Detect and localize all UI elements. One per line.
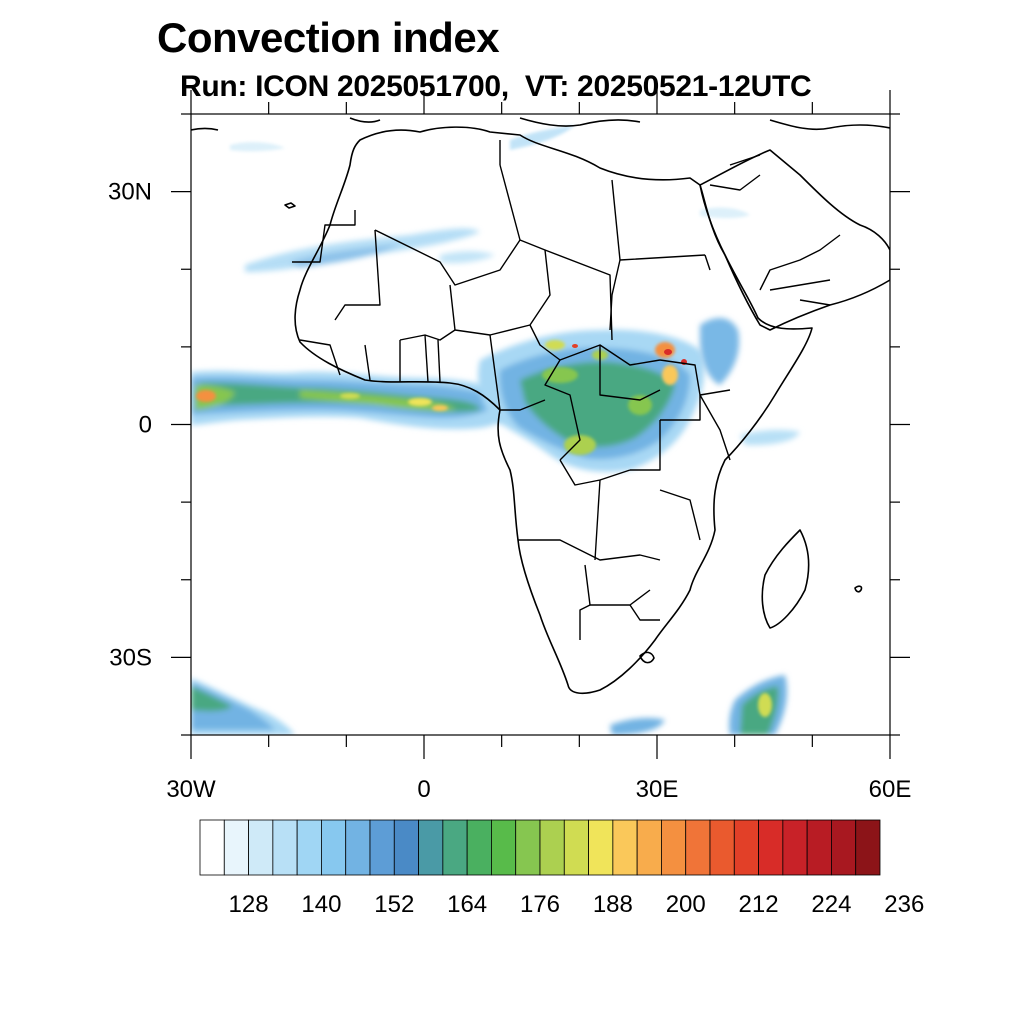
map-subtitle: Run: ICON 2025051700, VT: 20250521-12UTC — [180, 70, 812, 103]
colorbar-swatch — [442, 819, 468, 876]
coastlines — [191, 117, 890, 695]
lon-tick-label: 30W — [166, 776, 216, 803]
colorbar-swatch — [806, 819, 832, 876]
colorbar-swatch — [661, 819, 687, 876]
colorbar-label: 140 — [301, 891, 341, 918]
country-borders — [292, 140, 841, 640]
colorbar-swatch — [515, 819, 541, 876]
colorbar-label: 176 — [520, 891, 560, 918]
colorbar-swatch — [223, 819, 249, 876]
map-title: Convection index — [157, 14, 500, 61]
sahara-traces — [230, 125, 750, 219]
colorbar-swatch — [733, 819, 759, 876]
itcz-atlantic — [191, 370, 514, 430]
colorbar-swatch — [369, 819, 395, 876]
itcz-hot-spots — [196, 390, 448, 411]
colorbar-swatch — [685, 819, 711, 876]
colorbar-swatch — [272, 819, 298, 876]
colorbar-swatch — [321, 819, 347, 876]
colorbar-swatch — [636, 819, 662, 876]
colorbar-swatch — [345, 819, 371, 876]
colorbar-label: 164 — [447, 891, 487, 918]
colorbar-swatch — [709, 819, 735, 876]
colorbar-swatch — [855, 819, 881, 876]
axis-ticks: 30W 0 30E 60E 30N 0 30S — [108, 90, 911, 803]
colorbar-swatch — [418, 819, 444, 876]
central-africa-cores — [542, 340, 678, 455]
colorbar-swatch — [563, 819, 589, 876]
colorbar: 128 140 152 164 176 188 200 212 224 236 — [199, 819, 924, 918]
colorbar-swatch — [758, 819, 784, 876]
colorbar-swatch — [248, 819, 274, 876]
colorbar-swatch — [612, 819, 638, 876]
colorbar-label: 128 — [229, 891, 269, 918]
sahel-band — [245, 228, 495, 272]
colorbar-swatch — [588, 819, 614, 876]
ethiopia-highlands — [700, 318, 800, 446]
colorbar-label: 212 — [739, 891, 779, 918]
colorbar-swatch — [296, 819, 322, 876]
colorbar-swatch — [539, 819, 565, 876]
south-indian-core — [758, 693, 772, 717]
lon-tick-label: 0 — [417, 776, 430, 803]
colorbar-label: 188 — [593, 891, 633, 918]
colorbar-swatch — [782, 819, 808, 876]
lat-tick-label: 0 — [139, 412, 152, 439]
field-layer — [191, 125, 800, 735]
colorbar-swatch — [393, 819, 419, 876]
south-atlantic-front — [191, 678, 665, 735]
colorbar-swatch — [831, 819, 857, 876]
lat-tick-label: 30N — [108, 179, 152, 206]
colorbar-swatch — [199, 819, 225, 876]
colorbar-label: 152 — [374, 891, 414, 918]
colorbar-label: 224 — [811, 891, 851, 918]
colorbar-label: 236 — [884, 891, 924, 918]
colorbar-label: 200 — [666, 891, 706, 918]
colorbar-swatch — [491, 819, 517, 876]
lon-tick-label: 60E — [869, 776, 912, 803]
lon-tick-label: 30E — [636, 776, 679, 803]
lat-tick-label: 30S — [109, 644, 152, 671]
colorbar-swatch — [466, 819, 492, 876]
